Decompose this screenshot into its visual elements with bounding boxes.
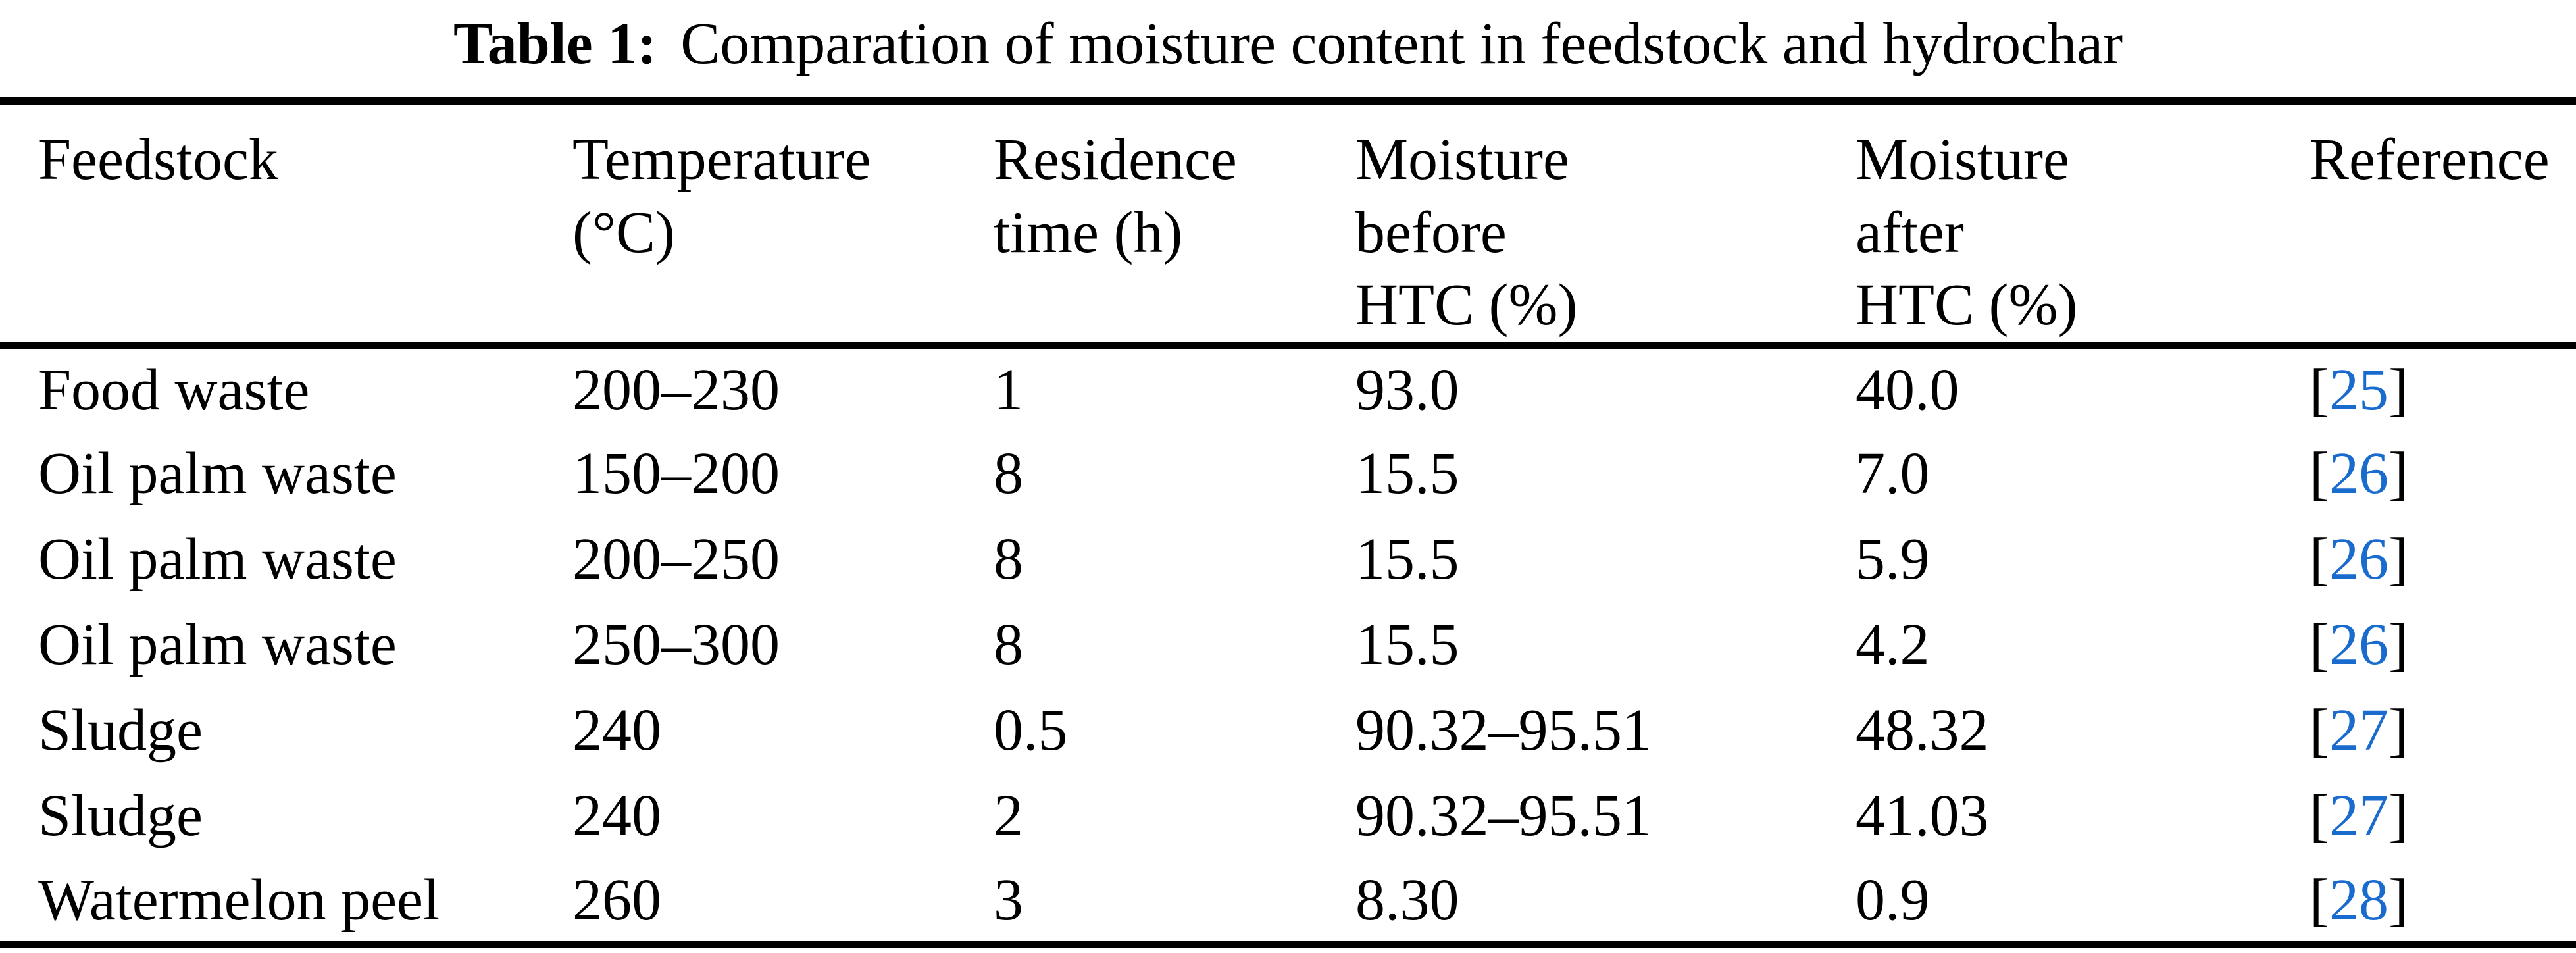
cell-reference: [26] (2310, 602, 2576, 688)
cell-feedstock: Oil palm waste (38, 527, 397, 592)
ref-bracket-close: ] (2388, 612, 2408, 678)
cell-residence-time: 2 (994, 783, 1023, 849)
ref-bracket-open: [ (2310, 698, 2329, 763)
table-row: Oil palm waste 200–250 8 15.5 5.9 [26] (0, 517, 2576, 602)
cell-feedstock: Food waste (38, 357, 310, 423)
cell-moisture-before: 90.32–95.51 (1355, 783, 1652, 849)
moisture-comparison-table: Feedstock Temperature (°C) Residence tim… (0, 97, 2576, 948)
table-caption-label: Table 1: (453, 11, 657, 76)
cell-residence-time: 8 (994, 612, 1023, 678)
table-row: Oil palm waste 250–300 8 15.5 4.2 [26] (0, 602, 2576, 688)
cell-reference: [26] (2310, 431, 2576, 517)
column-header-moisture-after: Moisture after HTC (%) (1856, 101, 2310, 349)
table-row: Sludge 240 0.5 90.32–95.51 48.32 [27] (0, 688, 2576, 773)
cell-reference: [28] (2310, 859, 2576, 944)
cell-temperature: 200–250 (572, 527, 780, 592)
table-row: Food waste 200–230 1 93.0 40.0 [25] (0, 346, 2576, 431)
reference-link[interactable]: 25 (2329, 357, 2388, 423)
reference-link[interactable]: 26 (2329, 441, 2388, 507)
ref-bracket-close: ] (2388, 357, 2408, 423)
column-header-moisture-before: Moisture before HTC (%) (1355, 101, 1856, 349)
reference-link[interactable]: 27 (2329, 783, 2388, 849)
cell-moisture-after: 4.2 (1856, 612, 1930, 678)
ref-bracket-open: [ (2310, 357, 2329, 423)
cell-moisture-after: 5.9 (1856, 527, 1930, 592)
table-caption-text: Comparation of moisture content in feeds… (680, 11, 2123, 76)
ref-bracket-close: ] (2388, 867, 2408, 933)
cell-residence-time: 1 (994, 357, 1023, 423)
cell-moisture-before: 15.5 (1355, 527, 1459, 592)
table-body: Food waste 200–230 1 93.0 40.0 [25] Oil … (0, 346, 2576, 944)
cell-moisture-before: 93.0 (1355, 357, 1459, 423)
ref-bracket-close: ] (2388, 698, 2408, 763)
header-row: Feedstock Temperature (°C) Residence tim… (0, 101, 2576, 349)
reference-link[interactable]: 26 (2329, 612, 2388, 678)
ref-bracket-close: ] (2388, 527, 2408, 592)
reference-link[interactable]: 26 (2329, 527, 2388, 592)
ref-bracket-open: [ (2310, 527, 2329, 592)
cell-feedstock: Oil palm waste (38, 612, 397, 678)
column-header-feedstock: Feedstock (0, 101, 572, 349)
reference-link[interactable]: 27 (2329, 698, 2388, 763)
ref-bracket-open: [ (2310, 783, 2329, 849)
cell-moisture-before: 8.30 (1355, 867, 1459, 933)
table-header: Feedstock Temperature (°C) Residence tim… (0, 101, 2576, 349)
cell-feedstock: Sludge (38, 698, 203, 763)
cell-temperature: 200–230 (572, 357, 780, 423)
reference-link[interactable]: 28 (2329, 867, 2388, 933)
cell-feedstock: Watermelon peel (38, 867, 440, 933)
cell-residence-time: 8 (994, 441, 1023, 507)
table-caption: Table 1: Comparation of moisture content… (0, 0, 2576, 97)
ref-bracket-open: [ (2310, 867, 2329, 933)
column-header-temperature: Temperature (°C) (572, 101, 994, 349)
cell-residence-time: 8 (994, 527, 1023, 592)
cell-temperature: 240 (572, 698, 661, 763)
cell-feedstock: Oil palm waste (38, 441, 397, 507)
ref-bracket-open: [ (2310, 612, 2329, 678)
ref-bracket-open: [ (2310, 441, 2329, 507)
table-row: Sludge 240 2 90.32–95.51 41.03 [27] (0, 773, 2576, 859)
cell-reference: [25] (2310, 346, 2576, 431)
cell-moisture-after: 0.9 (1856, 867, 1930, 933)
cell-moisture-after: 40.0 (1856, 357, 1959, 423)
cell-moisture-before: 15.5 (1355, 441, 1459, 507)
cell-temperature: 240 (572, 783, 661, 849)
cell-reference: [27] (2310, 688, 2576, 773)
cell-temperature: 250–300 (572, 612, 780, 678)
cell-reference: [27] (2310, 773, 2576, 859)
ref-bracket-close: ] (2388, 441, 2408, 507)
cell-moisture-after: 7.0 (1856, 441, 1930, 507)
cell-feedstock: Sludge (38, 783, 203, 849)
ref-bracket-close: ] (2388, 783, 2408, 849)
table-row: Oil palm waste 150–200 8 15.5 7.0 [26] (0, 431, 2576, 517)
cell-residence-time: 3 (994, 867, 1023, 933)
cell-moisture-before: 15.5 (1355, 612, 1459, 678)
cell-moisture-after: 41.03 (1856, 783, 1989, 849)
cell-temperature: 260 (572, 867, 661, 933)
cell-temperature: 150–200 (572, 441, 780, 507)
cell-reference: [26] (2310, 517, 2576, 602)
cell-moisture-after: 48.32 (1856, 698, 1989, 763)
cell-residence-time: 0.5 (994, 698, 1068, 763)
table-row: Watermelon peel 260 3 8.30 0.9 [28] (0, 859, 2576, 944)
column-header-reference: Reference (2310, 101, 2576, 349)
cell-moisture-before: 90.32–95.51 (1355, 698, 1652, 763)
column-header-residence-time: Residence time (h) (994, 101, 1355, 349)
